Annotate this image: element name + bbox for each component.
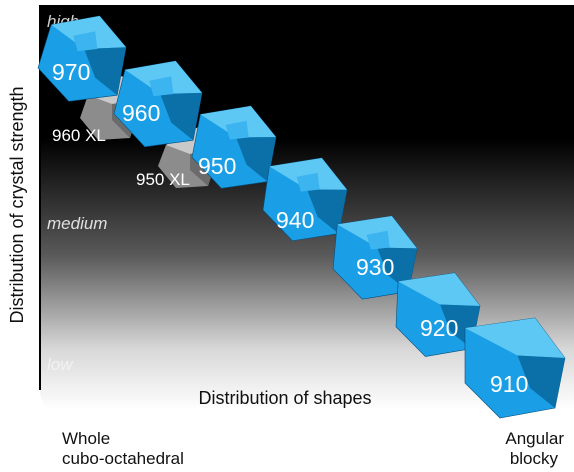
crystal-940-label: 940 bbox=[276, 207, 314, 233]
x-right-label-line1: Angular bbox=[505, 429, 564, 448]
x-left-label-line1: Whole bbox=[62, 429, 110, 448]
x-axis-label: Distribution of shapes bbox=[198, 388, 371, 408]
crystal-970-label: 970 bbox=[52, 59, 90, 85]
x-right-label-line2: blocky bbox=[510, 449, 559, 468]
crystal-910: 910 bbox=[464, 317, 566, 419]
crystal-950: 950 bbox=[191, 105, 277, 189]
level-medium: medium bbox=[47, 214, 107, 233]
crystals-layer: 970 960 950 940 930 920 910 bbox=[37, 15, 566, 419]
crystal-910-label: 910 bbox=[490, 371, 528, 397]
crystal-920: 920 bbox=[395, 272, 481, 357]
crystal-960: 960 bbox=[113, 60, 203, 148]
crystal-960-label: 960 bbox=[122, 100, 160, 126]
crystal-xl-950-label: 950 XL bbox=[136, 170, 190, 189]
y-axis-label: Distribution of crystal strength bbox=[7, 86, 27, 323]
crystal-930-label: 930 bbox=[356, 254, 394, 280]
x-left-label-line2: cubo-octahedral bbox=[62, 449, 184, 468]
crystal-950-label: 950 bbox=[198, 153, 236, 179]
crystal-xl-960-label: 960 XL bbox=[52, 126, 106, 145]
crystal-920-label: 920 bbox=[420, 315, 458, 341]
crystal-970: 970 bbox=[37, 15, 127, 102]
level-low: low bbox=[47, 355, 74, 374]
crystal-940: 940 bbox=[262, 157, 348, 242]
